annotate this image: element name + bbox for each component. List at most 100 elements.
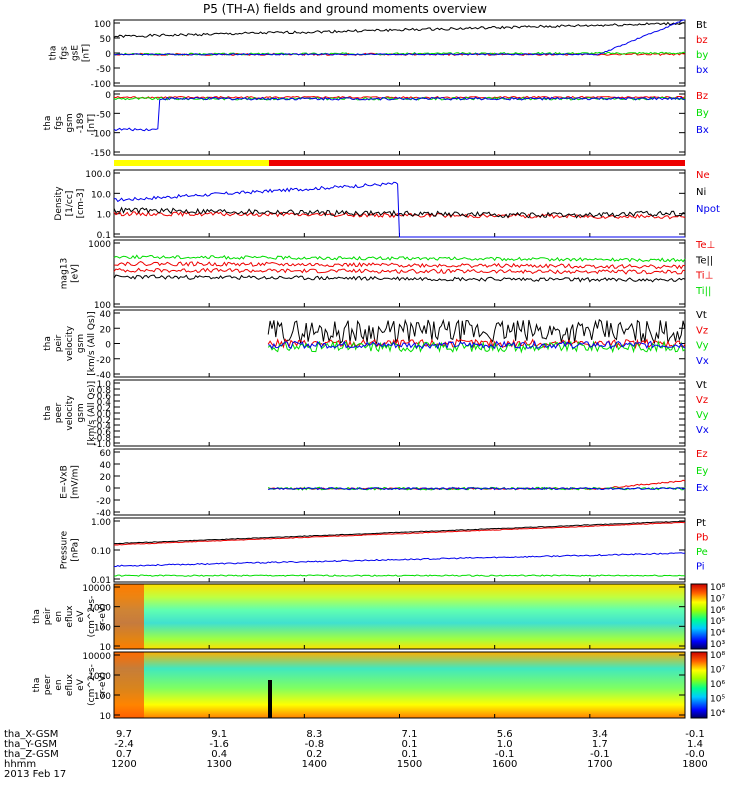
y-axis-label-line: tha: [49, 46, 59, 61]
y-tick-label: 0: [105, 91, 111, 101]
y-tick-label: 0.10: [91, 547, 111, 557]
y-tick-label: -0.4: [93, 422, 111, 432]
y-tick-label: 100: [94, 301, 111, 311]
xaxis-value-y: 0.1: [402, 739, 418, 750]
y-tick-label: 10.0: [91, 190, 111, 200]
panel-fgs-gsm: Bz By Bx 0 -50 -100 -150 thafgsgsm-189[nT]: [43, 90, 709, 159]
panel-peer-velocity: Vt Vz Vy Vx 1.00.80.60.40.20.0-0.2-0.4-0.6-0…: [43, 379, 709, 450]
y-axis-label: E=-VxB[mV/m]: [60, 465, 81, 499]
y-tick-label: 100: [94, 20, 111, 30]
y-tick-label: -1.0: [93, 440, 111, 450]
y-axis-label: thapeervelocitygsm[km/s (All Qs)]: [43, 381, 97, 445]
xaxis-value-x: 7.1: [402, 729, 418, 740]
xaxis-value-z: -0.1: [495, 749, 515, 760]
xaxis-row-label: hhmm: [4, 759, 36, 770]
y-axis-label-line: fgs: [60, 46, 70, 60]
legend-Ey: Ey: [696, 466, 708, 477]
xaxis-value-x: 3.4: [592, 729, 608, 740]
legend-Pt: Pt: [696, 518, 706, 529]
y-axis-label-line: mag13: [60, 258, 70, 289]
y-axis-label: Pressure[nPa]: [60, 530, 81, 569]
panel-pressure: Pt Pb Pe Pi 1.00 0.10 0.01 Pressure[nPa]: [60, 517, 708, 586]
colorbar-tick-label: 10⁶: [710, 680, 725, 690]
xaxis-value-y: 1.4: [687, 739, 703, 750]
y-tick-label: 10: [100, 712, 112, 722]
y-axis-label-line: Density: [54, 186, 64, 221]
status-bar-yellow: [114, 160, 269, 166]
data-gap: [268, 680, 272, 718]
xaxis-value-x: 5.6: [497, 729, 513, 740]
y-tick-label: 100.0: [85, 170, 111, 180]
series-trace: [268, 486, 686, 491]
xaxis-value-y: -1.6: [209, 739, 229, 750]
y-axis-label: thafgsgsE[nT]: [49, 44, 92, 62]
legend-Bx: Bx: [696, 125, 709, 136]
y-tick-label: 0.1: [97, 231, 111, 241]
xaxis-value-z: 0.4: [211, 749, 227, 760]
series-trace: [113, 19, 685, 56]
panel-peir-velocity: VtVzVyVx40200-20-40thapeirvelocitygsm[km…: [43, 309, 709, 381]
y-tick-label: 0.8: [97, 386, 112, 396]
legend-Ez: Ez: [696, 449, 708, 460]
y-tick-label: 0.01: [91, 576, 111, 586]
xaxis-value-hhmm: 1700: [587, 759, 612, 770]
xaxis-value-hhmm: 1300: [206, 759, 231, 770]
y-axis-label-line: -189: [76, 113, 86, 134]
colorbar-tick-label: 10⁴: [710, 709, 725, 719]
y-tick-label: -40: [96, 371, 111, 381]
y-axis-label-line: tha: [32, 678, 42, 693]
panel-frame: [113, 448, 686, 516]
y-tick-label: 1.0: [97, 211, 112, 221]
y-tick-label: 60: [100, 449, 112, 459]
y-axis-label-line: [1/cc]: [65, 191, 75, 217]
series-trace: [114, 261, 686, 270]
y-tick-label: -0.2: [93, 416, 111, 426]
y-axis-label-line: velocity: [65, 395, 75, 431]
y-axis-label-line: eflux: [65, 673, 75, 696]
colorbar-tick-label: 10⁶: [710, 606, 725, 616]
legend-Bz: Bz: [696, 91, 708, 102]
y-axis-label-line: eV: [76, 610, 86, 623]
series-trace: [113, 274, 686, 283]
y-axis-label-line: (cm^2-s-: [87, 664, 97, 706]
legend-Pe: Pe: [696, 547, 708, 558]
y-axis-label-line: [cm-3]: [76, 189, 86, 219]
xaxis-value-z: 0.2: [306, 749, 322, 760]
xaxis-value-x: 9.1: [211, 729, 227, 740]
xaxis-value-x: 9.7: [116, 729, 132, 740]
series-trace: [268, 339, 686, 350]
y-tick-label: -40: [96, 509, 111, 519]
series-trace: [113, 181, 685, 238]
status-bar-red: [269, 160, 685, 166]
y-tick-label: 40: [100, 310, 112, 320]
panel-frame: [113, 90, 686, 156]
y-axis-label-line: sr-eV): [98, 672, 108, 698]
y-axis-label-line: tha: [32, 609, 42, 624]
y-axis-label-line: peir: [54, 334, 64, 352]
spectrogram: [114, 584, 685, 649]
legend-Vx: Vx: [696, 356, 709, 367]
y-tick-label: -0.6: [93, 428, 111, 438]
y-tick-label: 20: [100, 473, 112, 483]
legend-Vy: Vy: [696, 341, 709, 352]
panel-density: Ne Ni Npot 100.0 10.0 1.0 0.1 Density[1/cc][cm-…: [54, 169, 720, 241]
colorbar-tick-label: 10⁷: [710, 594, 725, 604]
colorbar-tick-label: 10⁸: [710, 651, 725, 661]
y-tick-label: 1000: [88, 604, 111, 614]
y-tick-label: 1.00: [91, 518, 111, 528]
colorbar-tick-label: 10³: [710, 640, 725, 650]
y-axis-label-line: en: [54, 611, 64, 622]
y-axis-label-line: tha: [43, 406, 53, 421]
legend-bz: bz: [696, 35, 708, 46]
panel-peir-en-eflux: 10⁸10⁷10⁶10⁵10⁴10³10000100010010thapeire…: [32, 583, 725, 653]
y-tick-label: 20: [100, 325, 112, 335]
legend-by: by: [696, 50, 708, 61]
xaxis-value-x: -0.1: [685, 729, 705, 740]
y-tick-label: 0.2: [97, 404, 111, 414]
colorbar-tick-label: 10⁷: [710, 666, 725, 676]
y-axis-label-line: peer: [43, 674, 53, 695]
y-axis-label: thafgsgsm-189[nT]: [43, 113, 97, 134]
y-tick-label: 1000: [88, 672, 111, 682]
series-trace: [267, 318, 686, 345]
